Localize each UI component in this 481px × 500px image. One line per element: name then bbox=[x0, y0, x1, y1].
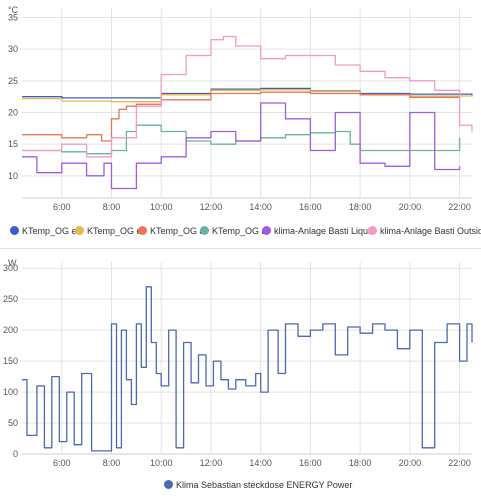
power-chart-panel: W 0 50 100 150 200 250 300 6:00 8:00 10:00 12:00 14… bbox=[0, 254, 481, 500]
power-chart[interactable]: 0 50 100 150 200 250 300 6:00 8:00 10:00 12:00 14:0… bbox=[0, 254, 481, 469]
y-tick-label: 15 bbox=[8, 139, 18, 149]
x-tick-label: 20:00 bbox=[399, 458, 422, 468]
y-tick-label: 300 bbox=[3, 263, 18, 273]
x-tick-label: 14:00 bbox=[249, 202, 272, 212]
legend-label: KTemp_OG el bbox=[87, 226, 144, 236]
legend-item-klima-anlage-basti-liquid[interactable]: klima-Anlage Basti Liquid bbox=[262, 226, 375, 236]
x-tick-label: 10:00 bbox=[150, 458, 173, 468]
temperature-legend: KTemp_OG er KTemp_OG el KTemp_OG al KTemp_O… bbox=[0, 222, 481, 244]
x-tick-label: 6:00 bbox=[53, 458, 71, 468]
legend-label: klima-Anlage Basti Outside bbox=[380, 226, 481, 236]
x-tick-label: 18:00 bbox=[349, 202, 372, 212]
legend-label: KTemp_OG al bbox=[150, 226, 207, 236]
series-line-ktemp-og-el bbox=[22, 89, 473, 103]
y-tick-label: 50 bbox=[8, 418, 18, 428]
legend-item-ktemp-og-al[interactable]: KTemp_OG al bbox=[138, 226, 207, 236]
legend-swatch bbox=[368, 226, 377, 235]
series-line-ktemp-og-al bbox=[22, 91, 461, 142]
x-tick-label: 22:00 bbox=[448, 458, 471, 468]
temperature-chart-panel: °C 10 15 20 25 30 35 6:00 8:00 10:00 12:00 14:00 16… bbox=[0, 0, 481, 245]
power-unit-label: W bbox=[8, 258, 17, 268]
y-tick-label: 250 bbox=[3, 294, 18, 304]
x-tick-label: 22:00 bbox=[448, 202, 471, 212]
y-tick-label: 0 bbox=[13, 449, 18, 459]
x-tick-label: 18:00 bbox=[349, 458, 372, 468]
legend-label: Klima Sebastian steckdose ENERGY Power bbox=[176, 480, 353, 490]
legend-swatch bbox=[10, 226, 19, 235]
legend-swatch bbox=[138, 226, 147, 235]
legend-label: KTemp_OG er bbox=[22, 226, 80, 236]
series-line-klima-sebastian-steckdose-energy-power bbox=[22, 286, 473, 452]
x-tick-label: 20:00 bbox=[399, 202, 422, 212]
y-tick-label: 100 bbox=[3, 387, 18, 397]
legend-item-ktemp-og-el[interactable]: KTemp_OG el bbox=[75, 226, 144, 236]
legend-swatch bbox=[75, 226, 84, 235]
x-tick-label: 8:00 bbox=[103, 202, 121, 212]
y-tick-label: 200 bbox=[3, 325, 18, 335]
legend-item-ktemp-og-ar[interactable]: KTemp_OG ar bbox=[200, 226, 270, 236]
x-tick-label: 8:00 bbox=[103, 458, 121, 468]
legend-swatch bbox=[200, 226, 209, 235]
temperature-unit-label: °C bbox=[8, 5, 19, 15]
x-tick-label: 6:00 bbox=[53, 202, 71, 212]
x-tick-label: 16:00 bbox=[299, 458, 322, 468]
legend-swatch bbox=[164, 480, 173, 489]
series-line-ktemp-og-ar bbox=[22, 124, 461, 155]
x-tick-label: 14:00 bbox=[249, 458, 272, 468]
y-tick-label: 25 bbox=[8, 76, 18, 86]
legend-item-klima-sebastian-steckdose-energy-power[interactable]: Klima Sebastian steckdose ENERGY Power bbox=[164, 480, 352, 490]
y-tick-label: 150 bbox=[3, 356, 18, 366]
legend-item-ktemp-og-er[interactable]: KTemp_OG er bbox=[10, 226, 80, 236]
y-tick-label: 20 bbox=[8, 108, 18, 118]
y-tick-label: 35 bbox=[8, 13, 18, 23]
y-tick-label: 30 bbox=[8, 44, 18, 54]
x-tick-label: 12:00 bbox=[200, 458, 223, 468]
series-line-ktemp-og-er bbox=[22, 87, 473, 99]
series-line-klima-anlage-basti-liquid bbox=[22, 102, 461, 190]
x-tick-label: 10:00 bbox=[150, 202, 173, 212]
power-legend: Klima Sebastian steckdose ENERGY Power bbox=[0, 476, 481, 498]
legend-item-klima-anlage-basti-outside[interactable]: klima-Anlage Basti Outside bbox=[368, 226, 481, 236]
series-line-klima-anlage-basti-outside bbox=[22, 35, 473, 158]
legend-label: KTemp_OG ar bbox=[212, 226, 270, 236]
temperature-chart[interactable]: 10 15 20 25 30 35 6:00 8:00 10:00 12:00 14:00 16:00… bbox=[0, 0, 481, 215]
y-tick-label: 10 bbox=[8, 171, 18, 181]
panel-divider bbox=[0, 248, 481, 249]
legend-label: klima-Anlage Basti Liquid bbox=[274, 226, 376, 236]
x-tick-label: 16:00 bbox=[299, 202, 322, 212]
x-tick-label: 12:00 bbox=[200, 202, 223, 212]
legend-swatch bbox=[262, 226, 271, 235]
